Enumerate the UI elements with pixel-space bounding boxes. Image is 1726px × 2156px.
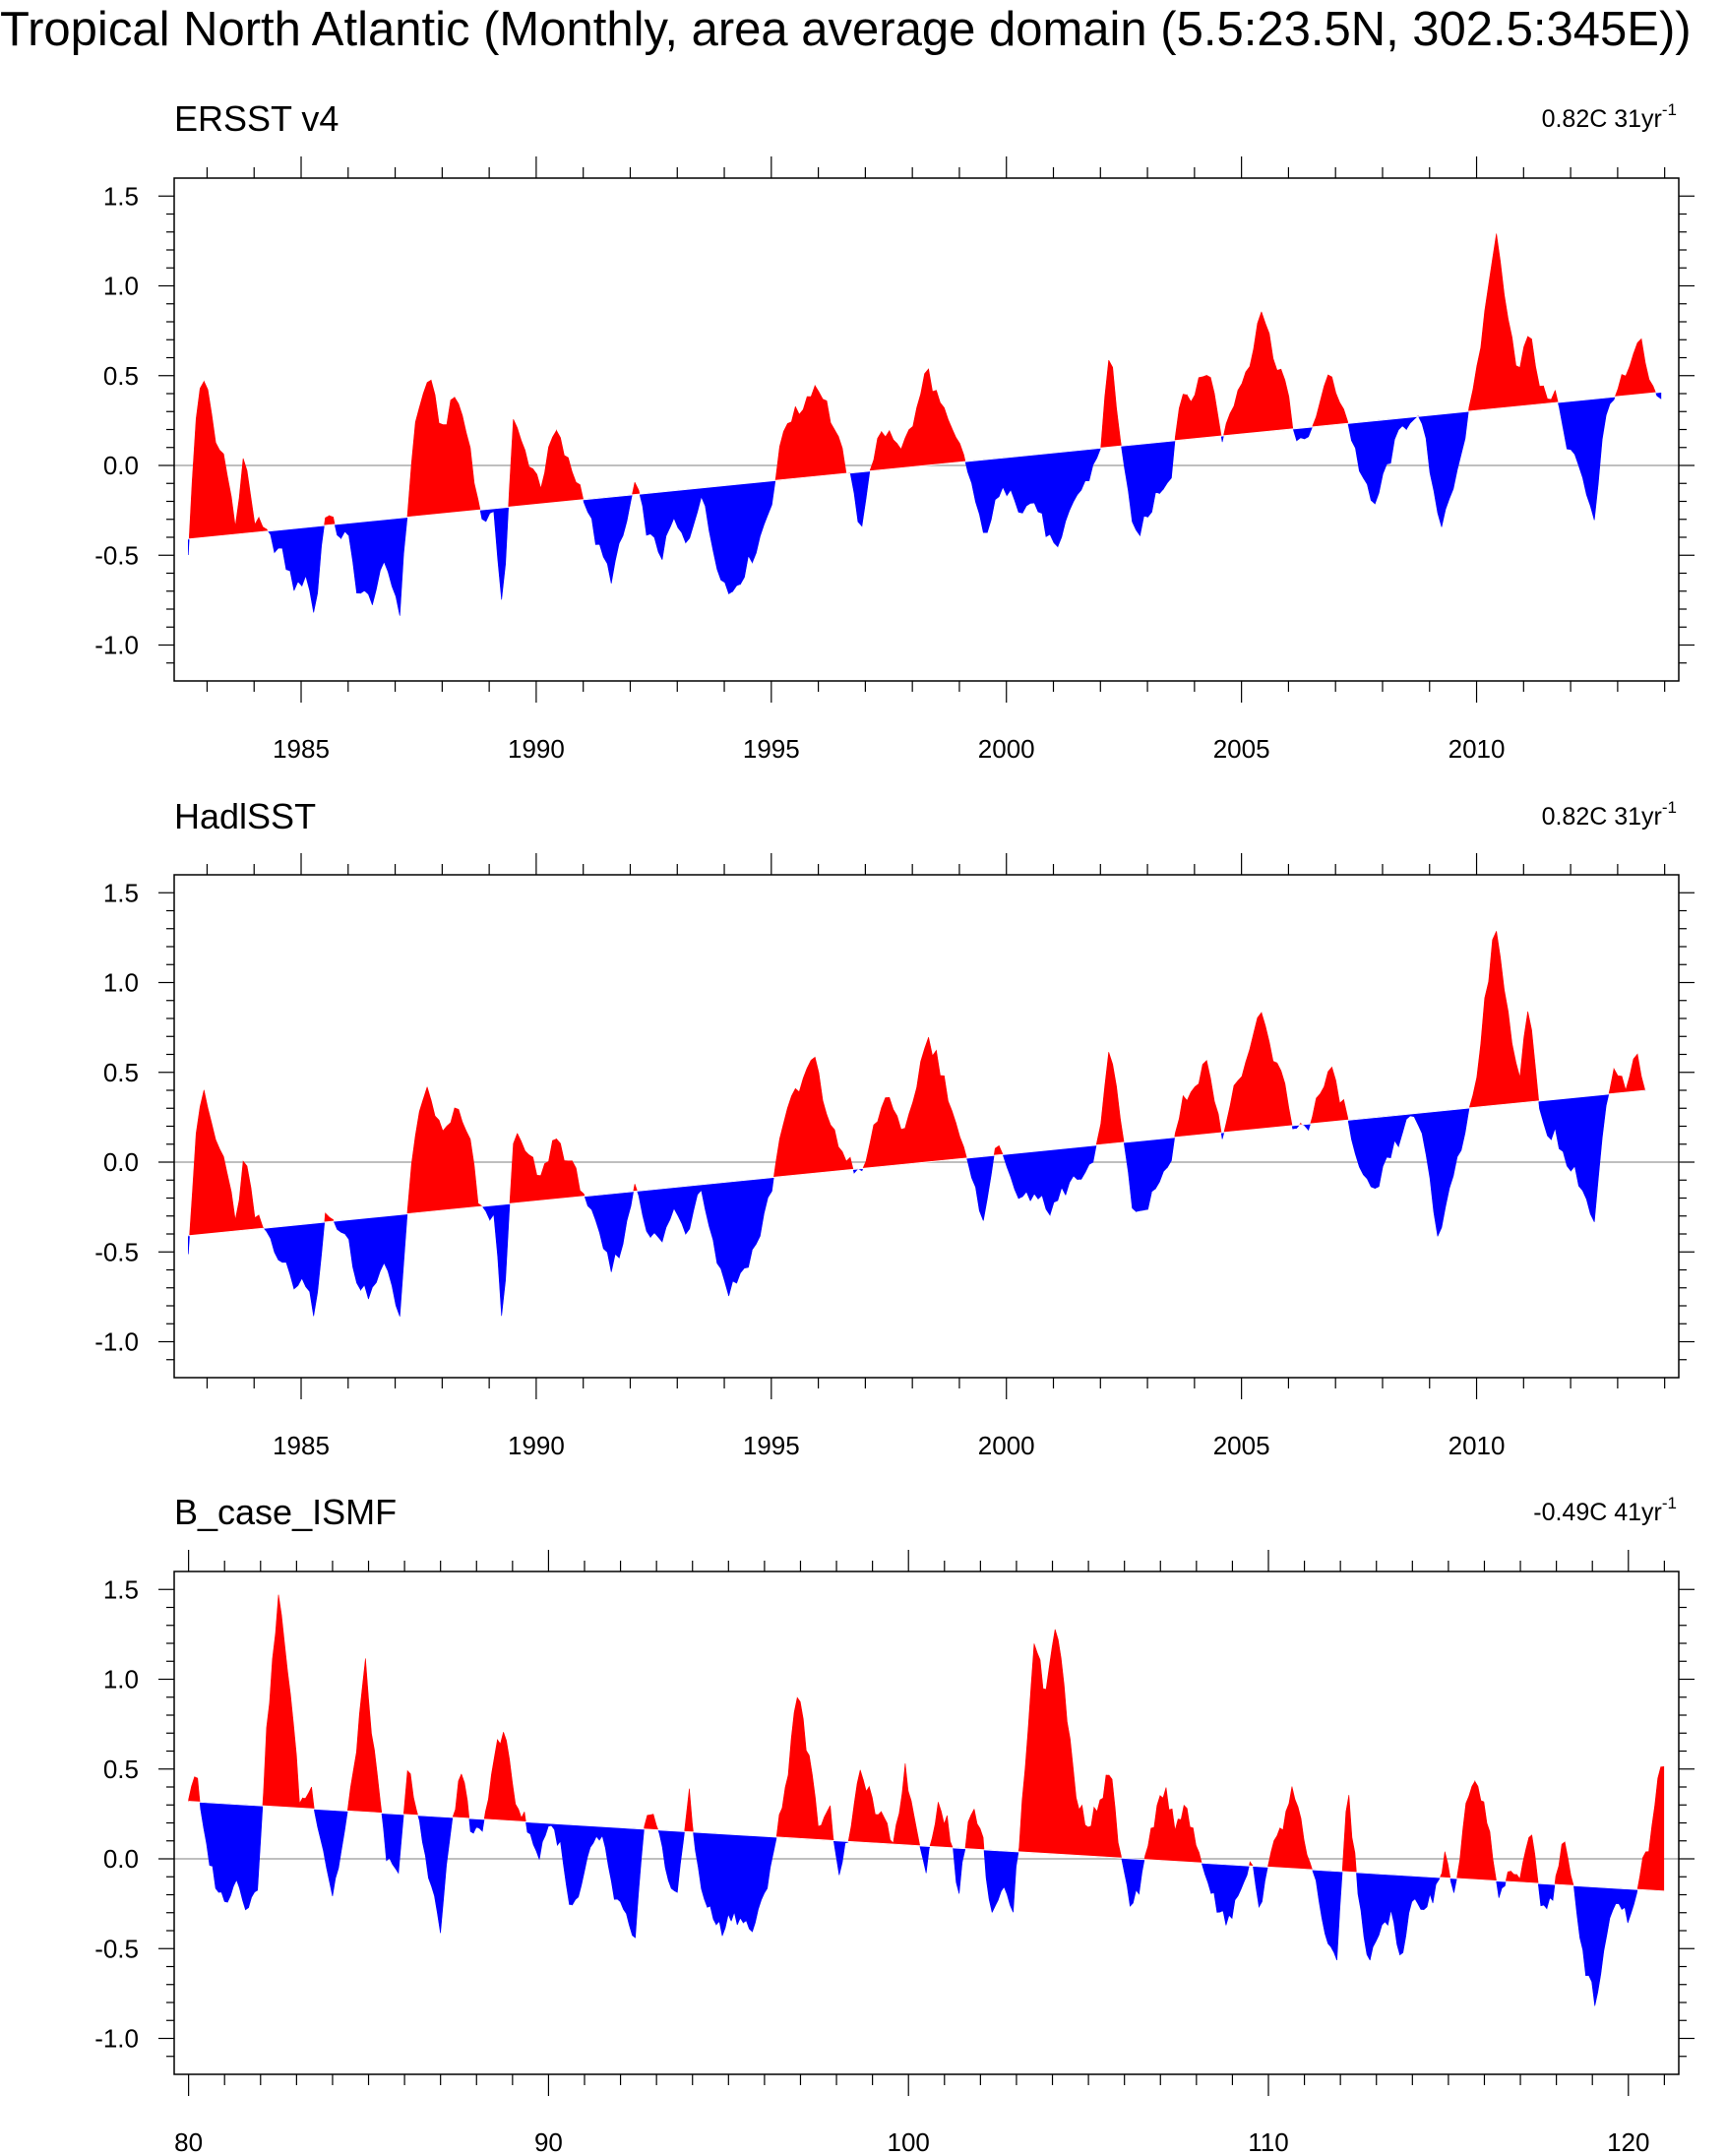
panel-ersst-v4: ERSST v4 0.82C 31yr-1 -1.0 -0.5 0.0 0.5 1.0 1.5… — [94, 98, 1695, 764]
trend-line — [188, 391, 1665, 540]
y-tick-label: 1.5 — [103, 181, 139, 211]
y-tick-label: 0.0 — [103, 451, 139, 480]
y-tick-label: 0.5 — [103, 1755, 139, 1784]
positive-anomaly-area — [189, 931, 1646, 1237]
trend-label: 0.82C 31yr-1 — [1542, 798, 1677, 831]
panel-hadisst: HadlSST 0.82C 31yr-1 -1.0 -0.5 0.0 0.5 1.0 1.5 1… — [94, 796, 1695, 1460]
y-tick-label: 0.5 — [103, 1058, 139, 1087]
trend-line — [188, 1801, 1665, 1892]
x-tick-label: 110 — [1248, 2127, 1288, 2156]
figure-title: Tropical North Atlantic (Monthly, area a… — [0, 3, 1692, 56]
x-tick-label: 1985 — [273, 734, 330, 764]
y-tick-label: -1.0 — [94, 631, 139, 660]
y-tick-label: -0.5 — [94, 1237, 139, 1266]
y-tick-label: 1.0 — [103, 272, 139, 301]
x-tick-label: 2005 — [1213, 1431, 1270, 1460]
y-tick-label: 0.0 — [103, 1147, 139, 1177]
trend-label: -0.49C 41yr-1 — [1533, 1494, 1677, 1526]
y-tick-label: 1.5 — [103, 878, 139, 907]
x-tick-label: 90 — [534, 2127, 563, 2156]
x-tick-label: 1985 — [273, 1431, 330, 1460]
x-tick-label: 1995 — [743, 1431, 800, 1460]
x-tick-label: 80 — [174, 2127, 203, 2156]
panel-title: B_case_ISMF — [174, 1492, 397, 1532]
x-tick-label: 120 — [1607, 2127, 1649, 2156]
y-tick-label: -0.5 — [94, 1934, 139, 1963]
y-tick-label: -0.5 — [94, 540, 139, 570]
y-tick-label: -1.0 — [94, 1327, 139, 1357]
x-tick-label: 1995 — [743, 734, 800, 764]
y-tick-label: 0.0 — [103, 1844, 139, 1874]
x-tick-label: 1990 — [508, 1431, 565, 1460]
trend-label: 0.82C 31yr-1 — [1542, 100, 1677, 133]
x-tick-label: 2005 — [1213, 734, 1270, 764]
y-tick-label: 1.0 — [103, 1665, 139, 1694]
trend-value: 0.82C 31yr — [1542, 105, 1662, 133]
panel-title: ERSST v4 — [174, 98, 339, 139]
negative-anomaly-area — [188, 1089, 1646, 1317]
trend-exponent: -1 — [1662, 1494, 1677, 1512]
negative-anomaly-area — [199, 1801, 1638, 2006]
y-tick-label: -1.0 — [94, 2024, 139, 2054]
trend-value: -0.49C 41yr — [1533, 1499, 1662, 1526]
trend-exponent: -1 — [1662, 100, 1677, 119]
y-tick-label: 1.5 — [103, 1574, 139, 1604]
x-tick-label: 100 — [888, 2127, 930, 2156]
trend-line — [188, 1087, 1665, 1237]
trend-exponent: -1 — [1662, 798, 1677, 817]
x-tick-label: 2010 — [1449, 1431, 1506, 1460]
x-tick-label: 2000 — [978, 734, 1035, 764]
negative-anomaly-area — [188, 392, 1662, 616]
panel-title: HadlSST — [174, 796, 316, 836]
x-tick-label: 1990 — [508, 734, 565, 764]
panel-b-case-ismf: B_case_ISMF -0.49C 41yr-1 -1.0 -0.5 0.0 0.5 1.… — [94, 1492, 1695, 2156]
y-tick-label: 1.0 — [103, 968, 139, 998]
x-tick-label: 2000 — [978, 1431, 1035, 1460]
positive-anomaly-area — [188, 1594, 1665, 1892]
trend-value: 0.82C 31yr — [1542, 803, 1662, 831]
x-tick-label: 2010 — [1449, 734, 1506, 764]
y-tick-label: 0.5 — [103, 361, 139, 391]
